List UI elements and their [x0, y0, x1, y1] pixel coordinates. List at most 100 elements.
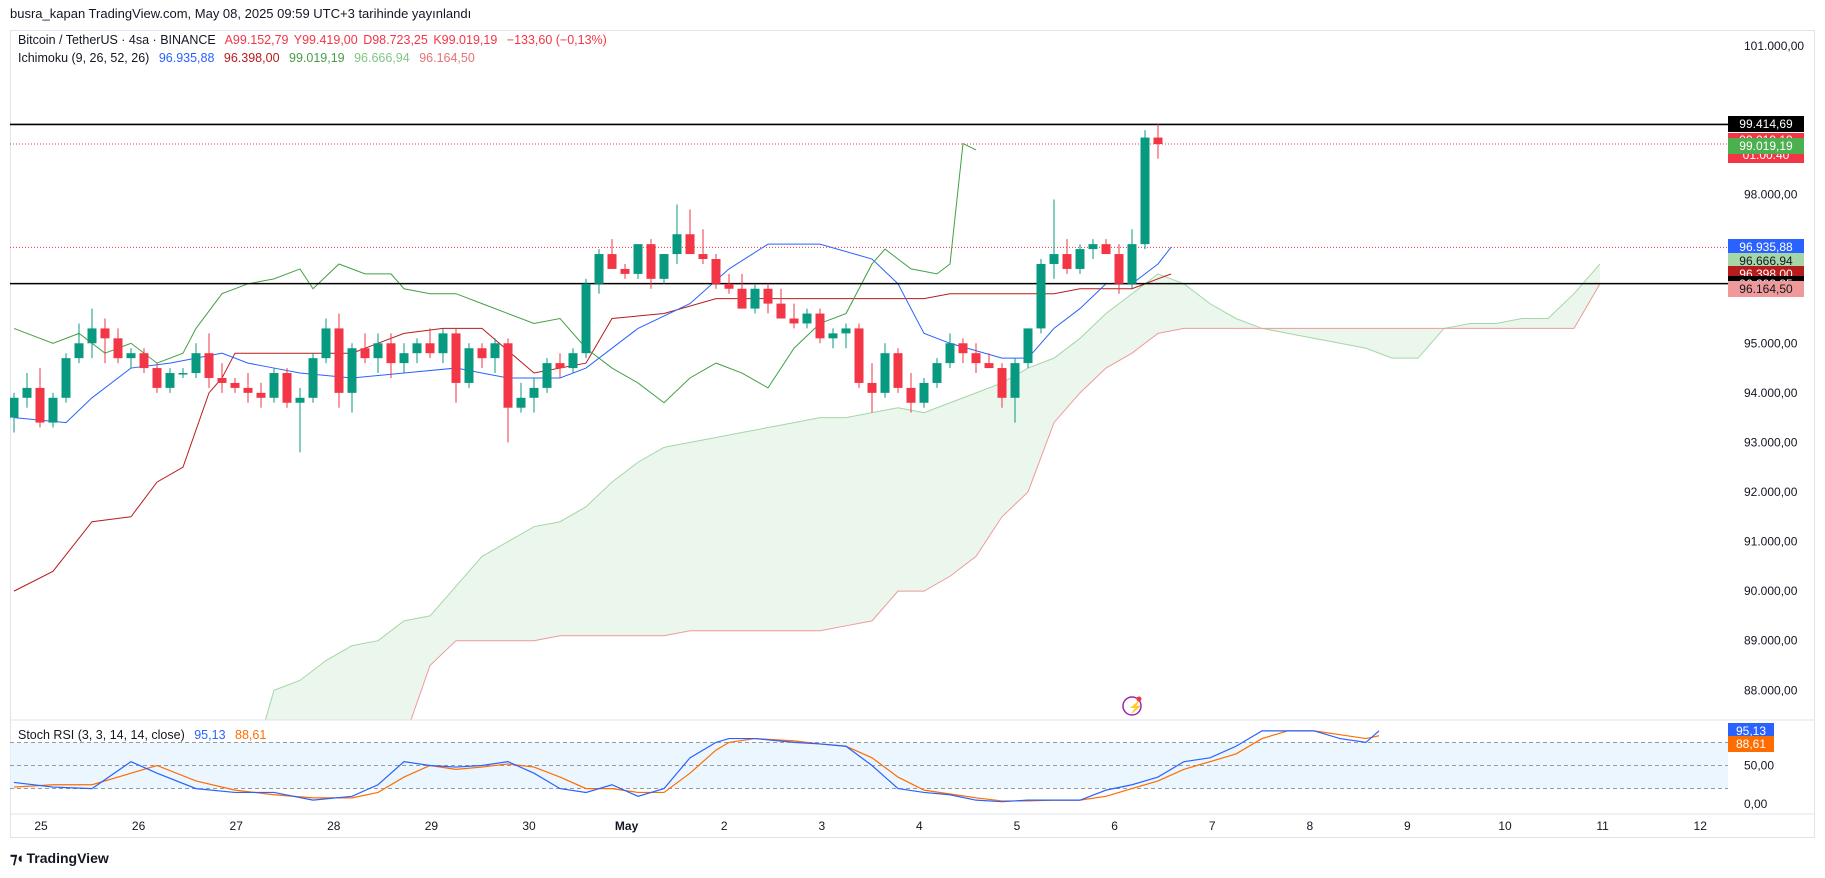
candle [997, 363, 1007, 408]
price-tag: 99.019,19 [1728, 137, 1804, 154]
candle-body [386, 343, 396, 364]
candle [256, 382, 266, 408]
price-axis-label: 90.000,00 [1744, 584, 1798, 598]
candle [10, 392, 19, 433]
ichimoku-legend: Ichimoku (9, 26, 52, 26) 96.935,88 96.39… [18, 51, 481, 65]
time-axis-label: 28 [327, 819, 341, 833]
candle [191, 343, 201, 378]
time-axis-label: 4 [916, 819, 923, 833]
candle [139, 348, 149, 374]
candle-body [711, 259, 721, 284]
price-axis-label: 95.000,00 [1744, 336, 1798, 350]
candle [932, 358, 942, 388]
candle [945, 333, 955, 369]
candle-body [737, 288, 747, 309]
candle-body [1114, 254, 1124, 284]
candle [386, 333, 396, 378]
time-axis-label: 30 [522, 819, 536, 833]
candle [217, 363, 227, 393]
candle-body [438, 333, 448, 354]
time-axis-label: 6 [1111, 819, 1118, 833]
symbol-name[interactable]: Bitcoin / TetherUS · 4sa · BINANCE [18, 33, 216, 47]
time-axis-label: 25 [34, 819, 48, 833]
candle-body [581, 283, 591, 354]
candle [347, 343, 357, 413]
candle-body [659, 254, 669, 279]
candle-body [958, 343, 968, 354]
candle-body [555, 363, 565, 369]
candle-body [932, 363, 942, 383]
candle-body [594, 254, 604, 284]
stoch-axis-label: 50,00 [1744, 759, 1774, 773]
candle [373, 333, 383, 374]
price-tag: 96.935,88 [1728, 239, 1804, 256]
stoch-legend: Stoch RSI (3, 3, 14, 14, close) 95,13 88… [18, 728, 272, 742]
stoch-tag: 95,13 [1728, 722, 1774, 739]
candle-body [61, 358, 71, 398]
candle-body [568, 353, 578, 369]
candle-body [334, 328, 344, 393]
ichimoku-cloud [265, 263, 1600, 720]
candle [61, 353, 71, 403]
candle-body [698, 254, 708, 260]
candle-body [113, 338, 123, 359]
price-axis-label: 92.000,00 [1744, 485, 1798, 499]
stoch-k-value: 95,13 [194, 728, 226, 742]
candle [412, 338, 422, 364]
candle [178, 368, 188, 378]
legend-open: A99.152,79 [224, 33, 289, 47]
candle [776, 288, 786, 319]
candle-body [529, 387, 539, 398]
time-axis-label: 27 [230, 819, 244, 833]
candle [243, 373, 253, 403]
candle-body [997, 368, 1007, 398]
stoch-name[interactable]: Stoch RSI (3, 3, 14, 14, close) [18, 728, 185, 742]
candle-body [802, 313, 812, 324]
candle [685, 209, 695, 255]
candle-body [87, 328, 97, 344]
candle [919, 377, 929, 408]
candle [321, 318, 331, 364]
candle [555, 353, 565, 378]
time-axis-label: 29 [425, 819, 439, 833]
candle [152, 363, 162, 393]
candle [48, 392, 58, 428]
candle-body [750, 288, 760, 309]
candle-body [1140, 137, 1150, 245]
ichimoku-name[interactable]: Ichimoku (9, 26, 52, 26) [18, 51, 150, 65]
candle-body [880, 353, 890, 393]
stoch-band [10, 742, 1728, 789]
price-axis-label: 98.000,00 [1744, 188, 1798, 202]
time-axis-label: 3 [818, 819, 825, 833]
chart-frame[interactable] [10, 30, 1815, 838]
tradingview-brand[interactable]: ⁊◖ TradingView [10, 849, 109, 867]
candle [1010, 358, 1020, 423]
candle-body [789, 318, 799, 324]
candle [1140, 130, 1150, 250]
price-tag-label: 99.019,19 [1739, 138, 1793, 153]
time-axis-label: 10 [1498, 819, 1512, 833]
candle-body [464, 348, 474, 383]
candle-body [360, 348, 370, 359]
candle [35, 368, 45, 428]
candle [958, 338, 968, 364]
candle [490, 338, 500, 374]
candle [711, 254, 721, 289]
price-tag: 96.666,94 [1728, 252, 1804, 269]
price-tag-label: 96.666,94 [1739, 253, 1793, 268]
candle [815, 308, 825, 344]
time-axis-label: 8 [1306, 819, 1313, 833]
candle-body [1075, 249, 1085, 269]
candle-body [48, 397, 58, 423]
candle-body [1036, 263, 1046, 329]
tradingview-logo-icon: ⁊◖ [10, 850, 24, 867]
candle-body [165, 373, 175, 388]
candle-body [646, 244, 656, 279]
ichimoku-base-value: 96.398,00 [223, 51, 280, 65]
candle-body [724, 283, 734, 289]
time-axis-label: 7 [1209, 819, 1216, 833]
candle [334, 313, 344, 408]
ichimoku-span-b-value: 96.164,50 [419, 51, 475, 65]
candle [87, 308, 97, 359]
